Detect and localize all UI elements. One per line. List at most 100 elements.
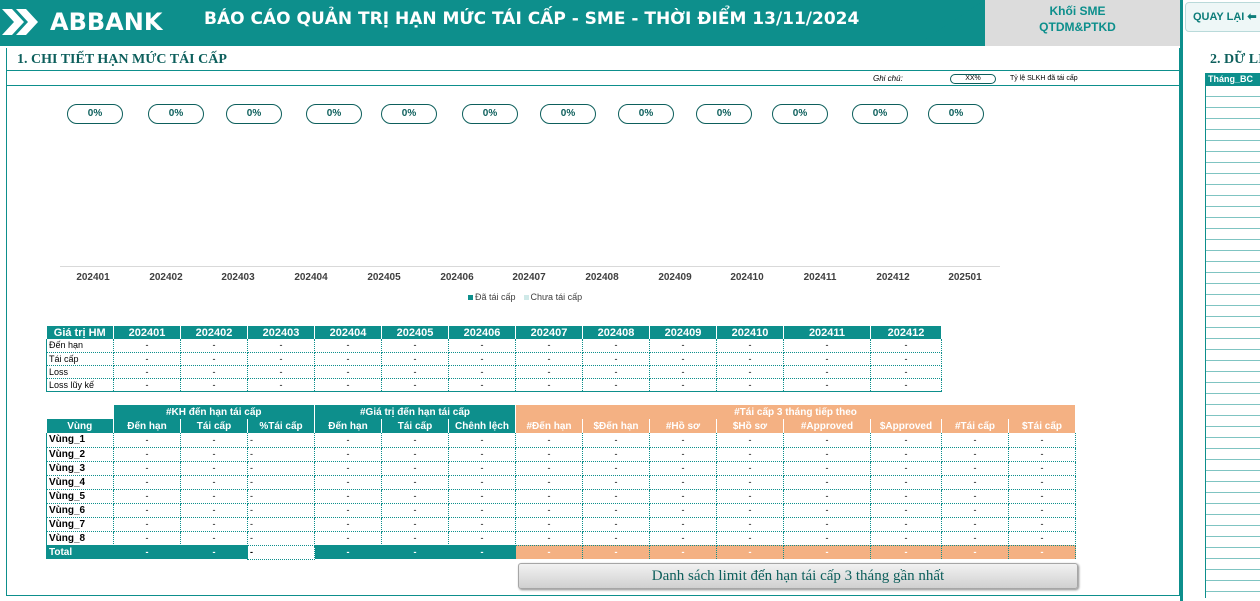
table-cell[interactable]: - [649, 517, 717, 532]
table-cell[interactable]: - [314, 517, 382, 532]
table-cell[interactable]: - [582, 503, 650, 518]
table-cell[interactable]: - [381, 545, 449, 559]
table-cell[interactable]: - [783, 339, 871, 353]
table-cell[interactable]: - [582, 517, 650, 532]
table-cell[interactable]: - [314, 447, 382, 462]
table-cell[interactable]: - [448, 378, 516, 392]
table-cell[interactable]: - [381, 339, 449, 353]
table-cell[interactable]: - [247, 531, 315, 546]
table-cell[interactable]: - [247, 517, 315, 532]
table-cell[interactable]: - [649, 378, 717, 392]
table-cell[interactable]: - [582, 365, 650, 379]
table-cell[interactable]: - [716, 461, 784, 476]
table-cell[interactable]: - [870, 517, 942, 532]
table-cell[interactable]: - [113, 339, 181, 353]
table-cell[interactable]: - [448, 365, 516, 379]
table-cell[interactable]: - [247, 461, 315, 476]
table-cell[interactable]: - [180, 433, 248, 448]
table-cell[interactable]: - [448, 461, 516, 476]
table-cell[interactable]: - [314, 365, 382, 379]
table-cell[interactable]: - [113, 517, 181, 532]
table-cell[interactable]: - [870, 489, 942, 504]
table-cell[interactable]: - [448, 517, 516, 532]
table-cell[interactable]: - [247, 503, 315, 518]
table-cell[interactable]: - [448, 545, 516, 559]
section2-grid[interactable] [1205, 86, 1260, 598]
table-cell[interactable]: - [870, 531, 942, 546]
table-cell[interactable]: - [247, 447, 315, 462]
table-cell[interactable]: - [180, 475, 248, 490]
table-cell[interactable]: - [314, 378, 382, 392]
table-cell[interactable]: - [1008, 433, 1076, 448]
table-cell[interactable]: - [716, 503, 784, 518]
table-cell[interactable]: - [515, 433, 583, 448]
table-cell[interactable]: - [783, 475, 871, 490]
table-cell[interactable]: - [515, 378, 583, 392]
table-cell[interactable]: - [941, 475, 1009, 490]
table-cell[interactable]: - [716, 475, 784, 490]
table-cell[interactable]: - [180, 378, 248, 392]
table-cell[interactable]: - [113, 503, 181, 518]
table-cell[interactable]: - [941, 545, 1009, 559]
table-cell[interactable]: - [870, 365, 942, 379]
table-cell[interactable]: - [113, 489, 181, 504]
table-cell[interactable]: - [180, 339, 248, 353]
table-cell[interactable]: - [941, 461, 1009, 476]
table-cell[interactable]: - [649, 447, 717, 462]
table-cell[interactable]: - [180, 461, 248, 476]
table-cell[interactable]: - [247, 475, 315, 490]
table-cell[interactable]: - [783, 503, 871, 518]
table-cell[interactable]: - [515, 545, 583, 559]
table-cell[interactable]: - [314, 433, 382, 448]
table-cell[interactable]: - [247, 544, 315, 560]
table-cell[interactable]: - [314, 352, 382, 366]
table-cell[interactable]: - [870, 475, 942, 490]
table-cell[interactable]: - [247, 365, 315, 379]
table-cell[interactable]: - [870, 447, 942, 462]
table-cell[interactable]: - [515, 447, 583, 462]
table-cell[interactable]: - [783, 517, 871, 532]
table-cell[interactable]: - [314, 545, 382, 559]
table-cell[interactable]: - [180, 531, 248, 546]
table-cell[interactable]: - [783, 489, 871, 504]
table-cell[interactable]: - [649, 489, 717, 504]
table-cell[interactable]: - [113, 433, 181, 448]
table-cell[interactable]: - [783, 461, 871, 476]
table-cell[interactable]: - [314, 503, 382, 518]
table-cell[interactable]: - [247, 433, 315, 448]
table-cell[interactable]: - [783, 545, 871, 559]
table-cell[interactable]: - [448, 447, 516, 462]
table-cell[interactable]: - [716, 489, 784, 504]
table-cell[interactable]: - [582, 447, 650, 462]
limit-list-button[interactable]: Danh sách limit đến hạn tái cấp 3 tháng … [518, 563, 1078, 589]
table-cell[interactable]: - [649, 352, 717, 366]
table-cell[interactable]: - [716, 378, 784, 392]
table-cell[interactable]: - [314, 531, 382, 546]
table-cell[interactable]: - [649, 461, 717, 476]
back-button[interactable]: QUAY LẠI ⬅ [1185, 2, 1260, 32]
table-cell[interactable]: - [582, 489, 650, 504]
table-cell[interactable]: - [113, 531, 181, 546]
table-cell[interactable]: - [381, 365, 449, 379]
table-cell[interactable]: - [582, 475, 650, 490]
table-cell[interactable]: - [649, 475, 717, 490]
table-cell[interactable]: - [716, 531, 784, 546]
table-cell[interactable]: - [1008, 503, 1076, 518]
table-cell[interactable]: - [247, 489, 315, 504]
table-cell[interactable]: - [180, 545, 248, 559]
table-cell[interactable]: - [381, 461, 449, 476]
table-cell[interactable]: - [941, 517, 1009, 532]
table-cell[interactable]: - [783, 531, 871, 546]
table-cell[interactable]: - [515, 461, 583, 476]
table-cell[interactable]: - [716, 447, 784, 462]
table-cell[interactable]: - [113, 365, 181, 379]
table-cell[interactable]: - [716, 433, 784, 448]
table-cell[interactable]: - [515, 339, 583, 353]
table-cell[interactable]: - [582, 339, 650, 353]
table-cell[interactable]: - [716, 365, 784, 379]
table-cell[interactable]: - [381, 352, 449, 366]
table-cell[interactable]: - [515, 503, 583, 518]
table-cell[interactable]: - [515, 489, 583, 504]
table-cell[interactable]: - [180, 489, 248, 504]
table-cell[interactable]: - [515, 517, 583, 532]
